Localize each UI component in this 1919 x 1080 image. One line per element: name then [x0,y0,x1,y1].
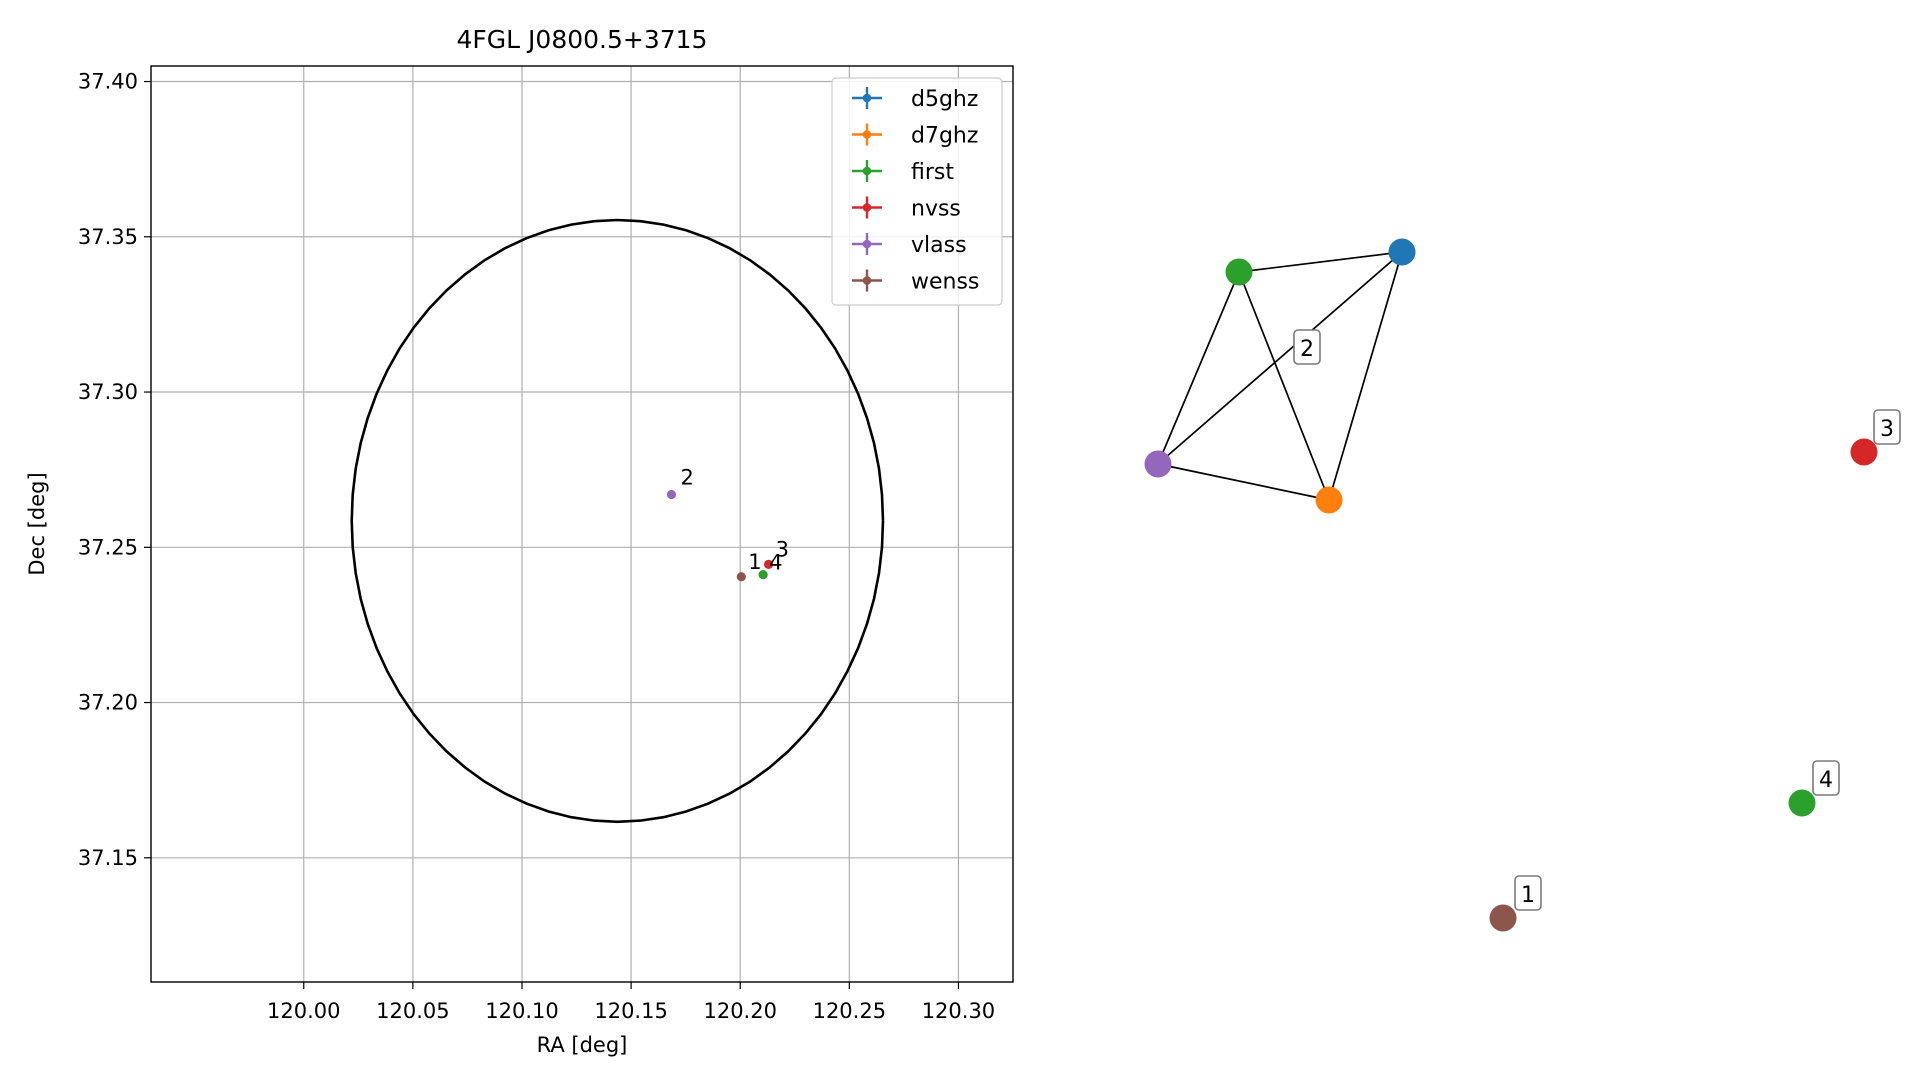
legend-label: d7ghz [911,124,978,149]
group-label-text: 2 [1300,337,1314,362]
group-label-box [1293,329,1321,365]
network-node-d5ghz [1388,238,1416,266]
group-label: 2 [1293,329,1321,365]
x-ticks: 120.00 120.05 120.10 120.15 120.20 120.25 120.… [267,982,995,1023]
plot-title: 4FGL J0800.5+3715 [457,25,708,54]
network-node-wenss [1489,904,1517,932]
legend-entry-first: first [852,160,954,185]
y-tick-label: 37.30 [78,380,138,404]
legend-entry-d5ghz: d5ghz [852,87,978,112]
legend-marker [862,93,872,103]
legend-marker [862,130,872,139]
legend-marker [862,276,872,285]
group-label-text: 1 [1521,883,1535,908]
network-edge [1328,251,1403,501]
legend-entry-d7ghz: d7ghz [852,123,978,149]
network-node-first_b [1788,789,1816,817]
network-edge [1238,251,1403,273]
group-label: 3 [1873,409,1901,445]
y-tick-label: 37.40 [78,70,138,94]
x-tick-label: 120.10 [485,999,558,1023]
group-label-box [1514,875,1542,911]
point-labels: 2 134 [680,466,788,575]
y-tick-label: 37.35 [78,225,138,249]
group-label: 4 [1812,760,1840,796]
data-points [666,489,774,582]
point-label: 1 [748,550,761,574]
axes-frame [150,65,1014,983]
network-edge [1157,271,1240,465]
legend-marker [862,203,872,212]
legend-marker [862,239,872,249]
legend-marker [862,166,872,176]
network-node-d7ghz [1315,486,1343,514]
legend-entry-vlass: vlass [852,233,967,258]
y-ticks: 37.15 37.20 37.25 37.30 37.35 37.40 [78,70,151,870]
group-label-text: 3 [1880,417,1894,442]
x-tick-label: 120.15 [594,999,667,1023]
group-label: 1 [1514,875,1542,911]
y-axis-label: Dec [deg] [25,472,49,575]
legend-label: first [911,160,954,185]
scatter-panel: 4FGL J0800.5+3715 2 134 120.00 120.05 120.1… [25,25,1014,1057]
x-tick-label: 120.05 [376,999,449,1023]
point-vlass [666,489,677,500]
legend: d5ghz d7ghz first nvss vlass wenss [831,77,1003,306]
x-tick-label: 120.30 [922,999,995,1023]
point-label: 3 [776,537,789,561]
point-nvss [763,559,774,569]
legend-label: vlass [911,233,967,258]
point-label: 4 [769,551,782,575]
group-label-box [1812,760,1840,796]
legend-label: d5ghz [911,87,978,112]
network-node-first_a [1225,258,1253,286]
group-label-text: 4 [1819,768,1833,793]
network-panel: 2 3 4 1 [1144,238,1901,932]
point-wenss [736,572,746,582]
network-edge [1238,271,1330,501]
x-axis-label: RA [deg] [537,1033,628,1057]
legend-label: nvss [911,197,961,222]
legend-entry-nvss: nvss [852,196,961,222]
network-nodes [1144,238,1878,932]
y-tick-label: 37.15 [78,846,138,870]
error-circle-layer [350,218,885,824]
x-tick-label: 120.20 [703,999,776,1023]
y-tick-label: 37.25 [78,535,138,559]
point-label: 2 [680,466,693,490]
x-tick-label: 120.25 [813,999,886,1023]
network-edge [1157,251,1403,465]
group-label-box [1873,409,1901,445]
point-first [758,570,768,580]
error-circle [350,218,885,824]
network-group-labels: 2 3 4 1 [1293,329,1901,911]
network-node-vlass [1144,450,1172,478]
legend-label: wenss [911,270,979,295]
network-node-nvss [1850,438,1878,466]
network-edges [1157,251,1403,501]
x-tick-label: 120.00 [267,999,340,1023]
network-edge [1157,463,1330,501]
y-tick-label: 37.20 [78,691,138,715]
legend-entry-wenss: wenss [852,269,979,295]
